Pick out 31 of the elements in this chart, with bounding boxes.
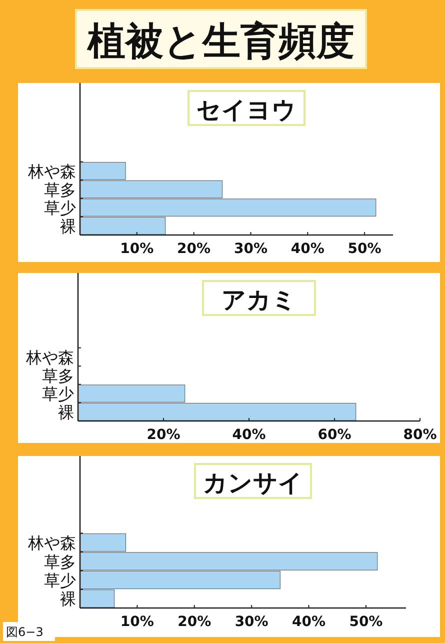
x-tick-label: 20%: [177, 241, 211, 257]
chart-title: セイヨウ: [196, 96, 296, 124]
x-tick-label: 20%: [146, 427, 180, 443]
y-tick-label: 裸: [60, 216, 76, 236]
x-tick-label: 50%: [348, 241, 382, 257]
x-tick-label: 30%: [234, 241, 268, 257]
chart-title: カンサイ: [203, 469, 303, 497]
y-tick-label: 草多: [44, 552, 76, 572]
x-tick-label: 40%: [292, 614, 326, 630]
y-tick-label: 草少: [44, 570, 76, 590]
y-tick-label: 裸: [60, 590, 76, 609]
y-tick-label: 林や森: [27, 534, 76, 553]
x-tick-label: 50%: [349, 614, 383, 630]
y-tick-label: 草少: [42, 384, 74, 404]
x-tick-label: 60%: [318, 427, 352, 443]
caption: 図6−3: [6, 625, 44, 639]
y-tick-label: 草多: [44, 180, 76, 200]
x-tick-label: 80%: [403, 427, 437, 443]
chart-title: アカミ: [222, 286, 296, 314]
x-tick-label: 30%: [234, 614, 268, 630]
y-tick-label: 草少: [44, 198, 76, 218]
x-tick-label: 20%: [178, 614, 212, 630]
x-tick-label: 40%: [232, 427, 266, 443]
x-tick-label: 10%: [120, 241, 154, 257]
y-tick-label: 林や森: [27, 162, 76, 181]
text: 植被と生育頻度: [86, 19, 354, 63]
y-tick-label: 草多: [42, 366, 74, 386]
x-tick-label: 40%: [290, 241, 324, 257]
x-tick-label: 10%: [120, 614, 154, 630]
y-tick-label: 林や森: [25, 348, 74, 367]
y-tick-label: 裸: [58, 402, 74, 422]
